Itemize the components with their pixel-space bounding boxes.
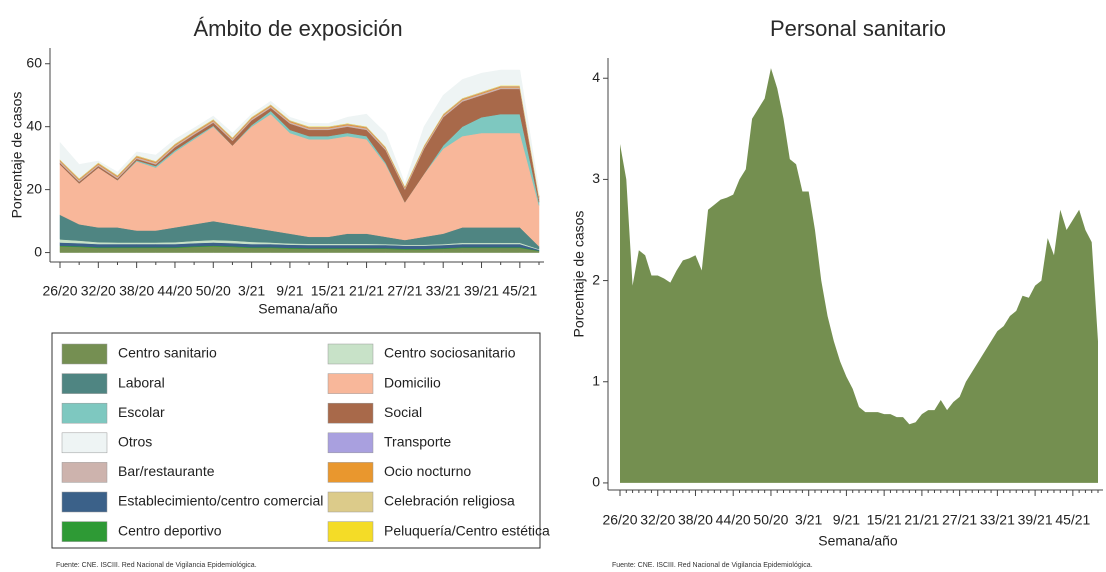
legend-label: Transporte [384, 434, 451, 450]
legend-label: Centro deportivo [118, 522, 222, 538]
x-tick-label: 33/21 [426, 283, 461, 299]
x-axis-label: Semana/año [818, 533, 898, 549]
x-tick-label: 9/21 [833, 512, 860, 528]
legend-label: Peluquería/Centro estética [384, 522, 550, 538]
x-tick-label: 21/21 [349, 283, 384, 299]
source-note: Fuente: CNE. ISCIII. Red Nacional de Vig… [56, 562, 257, 569]
legend-swatch [61, 462, 108, 483]
y-tick-label: 3 [592, 170, 600, 186]
y-axis-label: Porcentaje de casos [571, 211, 587, 338]
legend-label: Bar/restaurante [118, 463, 215, 479]
x-tick-label: 33/21 [980, 512, 1015, 528]
x-tick-label: 39/21 [464, 283, 499, 299]
legend-label: Centro sociosanitario [384, 345, 516, 361]
x-tick-label: 26/20 [42, 283, 77, 299]
x-tick-label: 39/21 [1018, 512, 1053, 528]
x-tick-label: 9/21 [276, 283, 303, 299]
x-tick-label: 26/20 [602, 512, 637, 528]
legend-swatch [327, 462, 374, 483]
x-tick-label: 38/20 [678, 512, 713, 528]
y-tick-label: 20 [26, 180, 42, 196]
legend-swatch [61, 521, 108, 542]
legend-swatch [61, 432, 108, 454]
x-tick-label: 32/20 [640, 512, 675, 528]
x-tick-label: 44/20 [157, 283, 192, 299]
x-tick-label: 3/21 [795, 512, 822, 528]
x-tick-label: 27/21 [387, 283, 422, 299]
x-tick-label: 38/20 [119, 283, 154, 299]
x-tick-label: 45/21 [1055, 512, 1090, 528]
y-tick-label: 2 [592, 271, 600, 287]
x-tick-label: 45/21 [502, 283, 537, 299]
legend-swatch [61, 402, 108, 424]
legend-label: Celebración religiosa [384, 493, 515, 509]
legend-box [51, 332, 541, 549]
x-tick-label: 21/21 [904, 512, 939, 528]
x-tick-label: 15/21 [311, 283, 346, 299]
legend-label: Domicilio [384, 374, 441, 390]
source-note: Fuente: CNE. ISCIII. Red Nacional de Vig… [612, 562, 813, 569]
y-axis-label: Porcentaje de casos [9, 92, 25, 219]
legend-label: Ocio nocturno [384, 463, 471, 479]
x-axis-label: Semana/año [258, 301, 338, 317]
y-tick-label: 0 [592, 474, 600, 490]
legend-swatch [327, 343, 374, 365]
area-series [59, 69, 540, 196]
y-tick-label: 1 [592, 372, 600, 388]
legend-swatch [327, 491, 374, 513]
legend-swatch [327, 373, 374, 394]
legend-label: Centro sanitario [118, 345, 217, 361]
legend-label: Social [384, 404, 422, 420]
x-tick-label: 32/20 [81, 283, 116, 299]
x-tick-label: 15/21 [867, 512, 902, 528]
y-tick-label: 4 [592, 69, 600, 85]
y-tick-label: 60 [26, 54, 42, 70]
legend-swatch [61, 373, 108, 394]
x-tick-label: 27/21 [942, 512, 977, 528]
legend-label: Establecimiento/centro comercial [118, 493, 323, 509]
legend-label: Otros [118, 434, 152, 450]
chart-title: Ámbito de exposición [193, 16, 402, 41]
legend-swatch [327, 432, 374, 454]
x-tick-label: 50/20 [753, 512, 788, 528]
area-series [620, 68, 1098, 483]
x-tick-label: 50/20 [196, 283, 231, 299]
x-tick-label: 3/21 [238, 283, 265, 299]
chart-title: Personal sanitario [770, 16, 946, 41]
y-tick-label: 40 [26, 117, 42, 133]
legend-label: Laboral [118, 374, 165, 390]
legend-swatch [327, 521, 374, 542]
legend-swatch [61, 491, 108, 513]
x-tick-label: 44/20 [716, 512, 751, 528]
legend-swatch [327, 402, 374, 424]
legend-swatch [61, 343, 108, 365]
y-tick-label: 0 [34, 243, 42, 259]
legend-label: Escolar [118, 404, 165, 420]
